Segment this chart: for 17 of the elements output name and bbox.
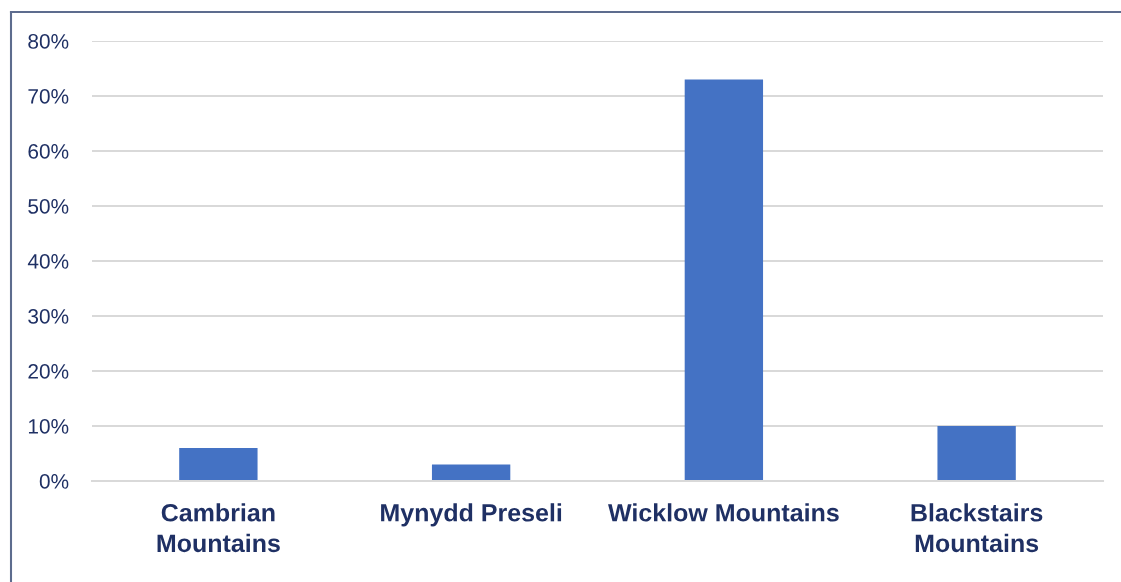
x-tick-label: Mynydd Preseli [381, 503, 562, 527]
bar [179, 448, 258, 481]
y-tick-label: 80% [28, 34, 69, 49]
bar [937, 426, 1016, 481]
y-tick-label: 50% [28, 199, 69, 214]
bar [684, 79, 764, 481]
x-tick-label: Wicklow Mountains [608, 503, 839, 522]
y-tick-label: 20% [28, 364, 69, 379]
y-tick-label: 70% [28, 89, 69, 104]
bar [431, 464, 511, 481]
y-tick-label: 60% [28, 144, 69, 159]
x-tick-label: Cambrian Mountains [157, 503, 280, 553]
y-tick-label: 10% [28, 419, 69, 434]
x-tick-label: Blackstairs Mountains [911, 503, 1043, 553]
y-tick-label: 40% [27, 254, 69, 269]
y-tick-label: 0% [39, 474, 69, 489]
y-tick-label: 30% [28, 309, 69, 324]
